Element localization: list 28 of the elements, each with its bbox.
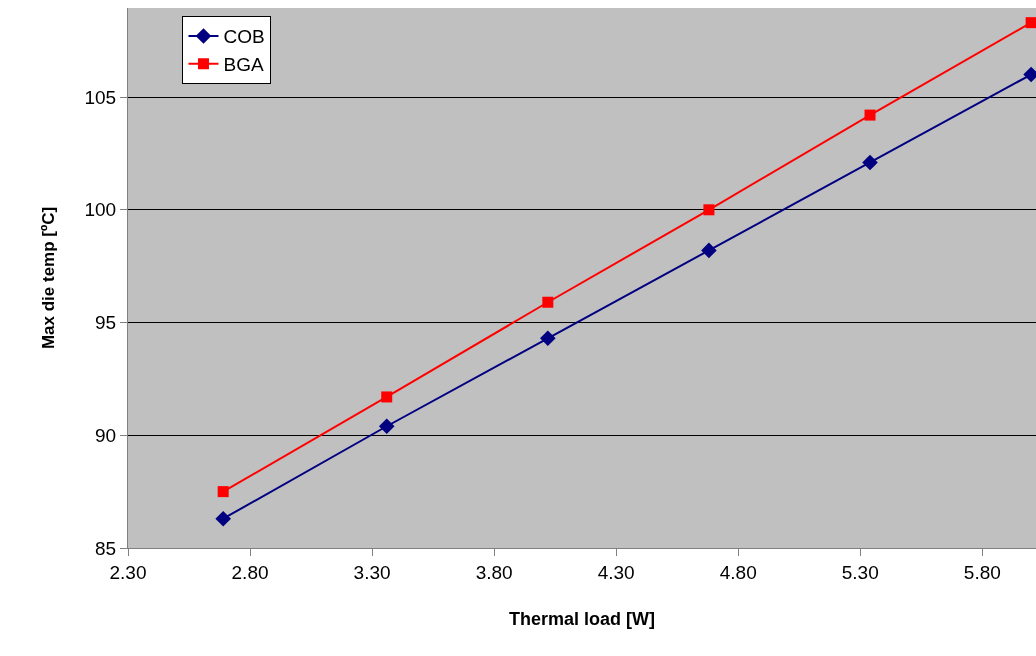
- point: [215, 510, 231, 527]
- x-tick-label: 5.80: [963, 561, 1001, 583]
- x-tick-label: 2.80: [231, 561, 269, 583]
- y-tick-label: 85: [95, 537, 117, 559]
- x-tick-label: 4.30: [597, 561, 635, 583]
- y-tick-label: 90: [95, 424, 117, 446]
- point: [381, 391, 393, 403]
- y-tick-label: 100: [84, 199, 117, 221]
- point: [703, 204, 715, 216]
- point: [542, 296, 554, 308]
- point: [217, 486, 229, 498]
- legend-label: COB: [223, 26, 265, 48]
- legend-label: BGA: [223, 54, 264, 76]
- point: [540, 330, 556, 347]
- x-tick-label: 5.30: [841, 561, 879, 583]
- point: [864, 109, 876, 121]
- point: [1025, 17, 1036, 29]
- x-tick-label: 3.80: [475, 561, 513, 583]
- point: [862, 154, 878, 171]
- y-axis-title: Max die temp [ºC]: [39, 206, 59, 350]
- x-tick-label: 4.80: [719, 561, 757, 583]
- x-tick-label: 2.30: [109, 561, 147, 583]
- y-tick-label: 105: [84, 86, 117, 108]
- y-tick-label: 95: [95, 312, 117, 334]
- point: [378, 418, 395, 435]
- x-axis-title: Thermal load [W]: [508, 608, 656, 629]
- x-tick-label: 3.30: [353, 561, 391, 583]
- point: [701, 242, 717, 259]
